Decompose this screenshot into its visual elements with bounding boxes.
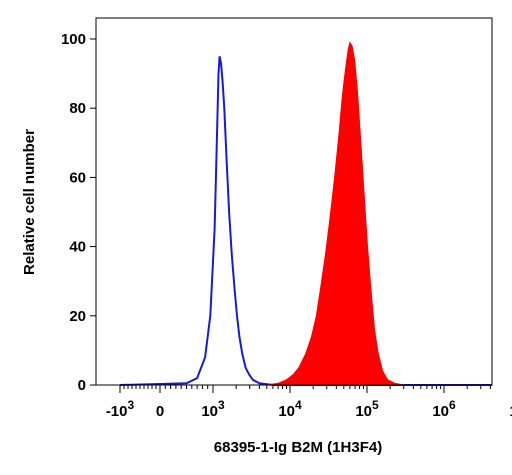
series-0-outline-histogram — [119, 56, 492, 386]
x-tick-label: -103 — [106, 398, 135, 420]
y-tick-label: 20 — [69, 308, 86, 325]
x-tick-label: 0 — [156, 403, 164, 420]
y-tick-label: 60 — [69, 169, 86, 186]
axes: 0 20 40 60 80 100 -103 0 103 104 105 106 107 — [61, 17, 512, 420]
y-axis-label: Relative cell number — [21, 129, 38, 275]
y-tick-label: 100 — [61, 31, 86, 48]
x-tick-label: 103 — [201, 398, 225, 420]
y-tick-label: 80 — [69, 100, 86, 117]
x-tick-label: 105 — [355, 398, 379, 420]
x-tick-label: 106 — [432, 398, 456, 420]
x-tick-label: 104 — [278, 398, 302, 420]
plot-frame — [95, 17, 493, 386]
y-tick-label: 0 — [78, 377, 86, 394]
plot-area — [119, 41, 492, 386]
x-tick-label: 107 — [509, 398, 512, 420]
series-1-filled-histogram — [120, 41, 492, 386]
x-axis-label: 68395-1-Ig B2M (1H3F4) — [214, 439, 382, 456]
y-tick-label: 40 — [69, 239, 86, 256]
